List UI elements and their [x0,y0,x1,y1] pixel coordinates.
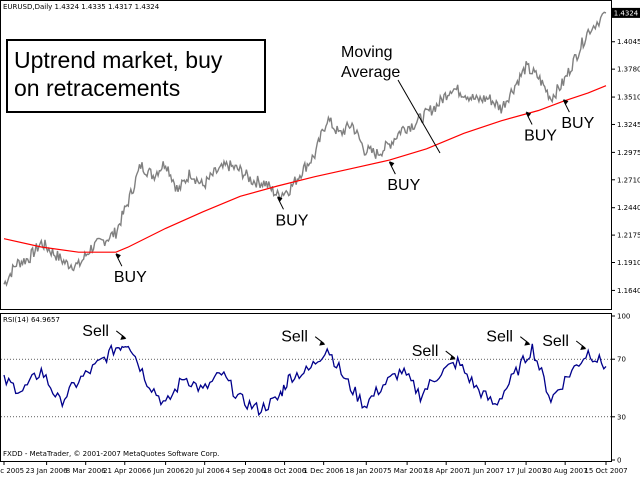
sell-arrowhead [524,340,531,346]
price-y-tick-label: 1.3510 [617,94,640,102]
rsi-panel-header: RSI(14) 64.9657 [3,316,60,324]
x-tick-label: 5 Mar 2007 [387,467,427,475]
x-tick-label: 15 Oct 2007 [584,467,627,475]
price-panel-frame [0,0,612,310]
price-y-tick-label: 1.2710 [617,176,640,184]
buy-arrowhead [389,161,395,168]
price-y-tick-label: 1.3245 [617,121,640,129]
ma-label-line2: Average [341,64,400,81]
buy-arrowhead [526,111,532,118]
buy-arrowhead [115,253,121,260]
price-line [3,11,607,288]
footer-copyright: FXDD - MetaTrader, © 2001-2007 MetaQuote… [3,450,219,458]
last-price-label: 1.4324 [614,9,639,17]
ma-label-arrow [397,79,441,154]
rsi-panel-frame [0,313,612,462]
x-tick-label: 1 Dec 2006 [304,467,345,475]
sell-label: Sell [281,329,308,346]
x-tick-label: 6 Dec 2005 [0,467,24,475]
price-y-tick-label: 1.2175 [617,232,640,240]
moving-average-line [3,85,607,253]
sell-arrowhead [580,345,587,350]
sell-arrowhead [449,355,456,361]
x-tick-label: 1 Jun 2007 [466,467,504,475]
sell-label: Sell [412,343,439,360]
buy-label: BUY [561,115,594,132]
ma-label-line1: Moving [341,44,393,61]
sell-label: Sell [542,333,569,350]
price-panel-header: EURUSD,Daily 1.4324 1.4335 1.4317 1.4324 [3,3,160,11]
rsi-y-tick-label: 70 [617,356,626,364]
annotation-box-line1: Uptrend market, buy [14,47,223,73]
x-tick-label: 18 Oct 2006 [263,467,307,475]
buy-label: BUY [524,128,557,145]
sell-label: Sell [82,323,109,340]
price-y-tick-label: 1.4045 [617,38,640,46]
sell-arrowhead [120,334,127,340]
rsi-y-axis: 100 70 30 0 [611,313,630,465]
x-tick-label: 20 Jul 2006 [185,467,225,475]
x-tick-label: 23 Jan 2006 [26,467,69,475]
buy-label: BUY [275,212,308,229]
x-tick-label: 6 Jun 2006 [147,467,185,475]
price-y-tick-label: 1.1640 [617,287,640,295]
rsi-y-tick-label: 100 [617,313,630,321]
price-y-tick-label: 1.2440 [617,204,640,212]
buy-arrowhead [563,99,569,106]
sell-annotations: Sell Sell Sell Sell Sell [82,323,587,361]
x-tick-label: 18 Jan 2007 [345,467,387,475]
price-y-tick-label: 1.2975 [617,149,640,157]
rsi-series-layer [3,343,607,417]
x-tick-label: 8 Mar 2006 [66,467,106,475]
x-tick-label: 21 Apr 2006 [103,467,147,475]
annotation-box-line2: on retracements [14,75,180,101]
buy-arrowhead [277,196,283,203]
x-tick-label: 17 Jul 2007 [506,467,546,475]
rsi-y-tick-label: 30 [617,413,626,421]
sell-label: Sell [486,329,513,346]
annotation-box [6,39,266,113]
rsi-line [3,343,607,417]
price-y-tick-label: 1.1910 [617,259,640,267]
buy-label: BUY [387,177,420,194]
last-price-badge [612,7,640,18]
price-series-layer [3,11,607,288]
x-tick-label: 18 Apr 2007 [425,467,468,475]
rsi-y-tick-label: 0 [617,457,621,465]
buy-label: BUY [114,269,147,286]
price-y-axis: 1.4045 1.3780 1.3510 1.3245 1.2975 1.2710 1.24… [611,38,640,295]
x-tick-label: 4 Sep 2006 [226,467,266,475]
sell-arrowhead [319,340,326,346]
x-tick-label: 30 Aug 2007 [543,467,588,475]
price-y-tick-label: 1.3780 [617,66,640,74]
